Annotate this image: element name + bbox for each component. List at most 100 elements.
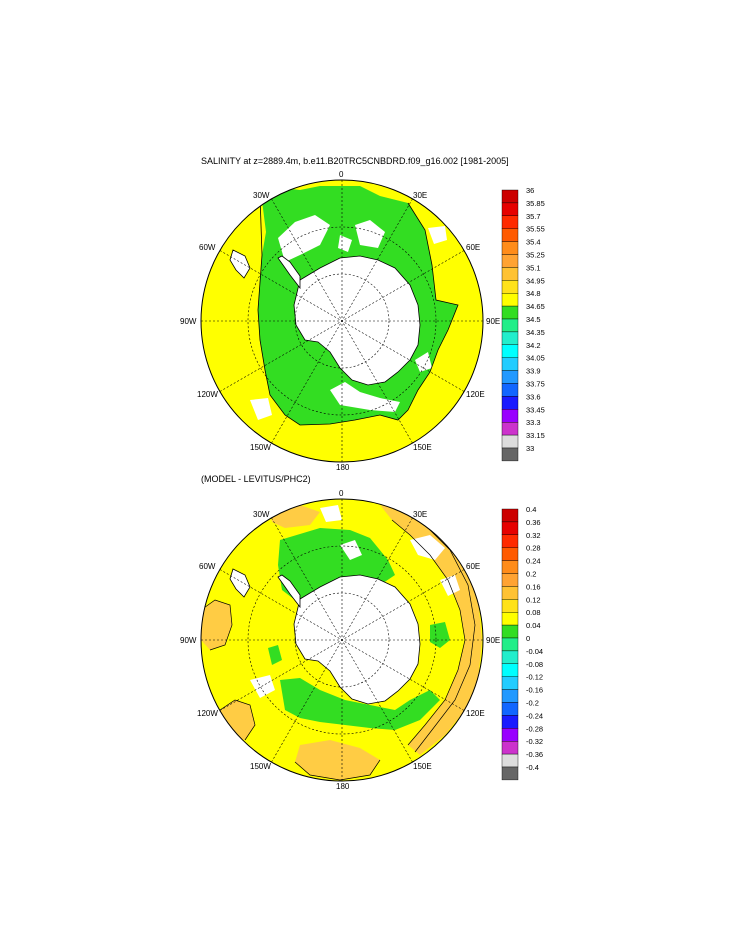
colorbar-swatch [501, 357, 519, 371]
lon-label: 120E [466, 709, 485, 718]
colorbar-swatch [501, 766, 519, 781]
lon-label: 30W [253, 191, 270, 200]
colorbar-swatch [501, 702, 519, 716]
lon-label: 60E [466, 243, 480, 252]
colorbar-swatch [501, 215, 519, 229]
colorbar-label: 33.3 [526, 418, 541, 427]
colorbar-label: -0.04 [526, 647, 543, 656]
colorbar-swatch [501, 753, 519, 768]
south-america-tip [229, 249, 251, 279]
colorbar-label: 0.24 [526, 557, 541, 566]
colorbar-label: -0.32 [526, 737, 543, 746]
lon-label: 60E [466, 562, 480, 571]
antarctica-landmass [293, 255, 421, 386]
colorbar-label: -0.36 [526, 750, 543, 759]
south-america-tip-2 [229, 568, 251, 598]
colorbar-swatch [501, 586, 519, 600]
lon-label: 180 [336, 782, 350, 791]
colorbar-swatch [501, 689, 519, 703]
colorbar-label: 0.4 [526, 505, 536, 514]
colorbar-swatch [501, 280, 519, 294]
colorbar-label: 33.15 [526, 431, 545, 440]
colorbar-swatch [501, 599, 519, 613]
colorbar-swatch [501, 267, 519, 281]
lon-label: 90W [180, 636, 197, 645]
colorbar-label: 34.95 [526, 276, 545, 285]
colorbar-label: -0.4 [526, 763, 539, 772]
colorbar-label: 35.1 [526, 263, 541, 272]
colorbar-swatch [501, 228, 519, 242]
colorbar-label: 34.65 [526, 302, 545, 311]
colorbar-swatch [501, 715, 519, 729]
colorbar-swatch [501, 447, 519, 462]
map2-frame [200, 498, 484, 782]
colorbar-swatch [501, 318, 519, 333]
colorbar-swatch [501, 728, 519, 742]
colorbar-label: 0.32 [526, 531, 541, 540]
colorbar-swatch [501, 573, 519, 587]
colorbar-swatch [501, 521, 519, 536]
colorbar-label: 34.2 [526, 341, 541, 350]
colorbar-difference: 0.4 0.36 0.32 0.28 0.24 0.2 0.16 0.12 0.08 0.04 0 -… [501, 505, 543, 781]
panel1-title: SALINITY at z=2889.4m, b.e11.B20TRC5CNBD… [201, 156, 509, 166]
colorbar-swatch [501, 508, 519, 523]
lon-label: 30W [253, 510, 270, 519]
lon-label: 30E [413, 510, 427, 519]
map2-longitude-labels: 0 30E 60E 90E 120E 150E 180 150W 120W 90… [180, 489, 500, 791]
colorbar-swatch [501, 547, 519, 561]
colorbar-swatch [501, 305, 519, 320]
colorbar-label: 35.55 [526, 225, 545, 234]
colorbar-label: 34.5 [526, 315, 541, 324]
lon-label: 60W [199, 562, 216, 571]
colorbar-label: -0.16 [526, 686, 543, 695]
colorbar-label: 33.45 [526, 405, 545, 414]
colorbar-label: 0.08 [526, 608, 541, 617]
lon-label: 150E [413, 443, 432, 452]
colorbar-swatch [501, 254, 519, 268]
colorbar-swatch [501, 396, 519, 410]
colorbar-swatch [501, 331, 519, 345]
colorbar-swatch [501, 370, 519, 384]
colorbar-swatch [501, 650, 519, 665]
colorbar-swatch [501, 189, 519, 204]
colorbar-swatch [501, 560, 519, 574]
colorbar-label: 0.2 [526, 570, 536, 579]
colorbar-swatch [501, 383, 519, 397]
lon-label: 120E [466, 390, 485, 399]
lon-label: 90W [180, 317, 197, 326]
colorbar-label: 34.35 [526, 328, 545, 337]
lon-label: 0 [339, 489, 344, 498]
colorbar-label: 35.25 [526, 251, 545, 260]
map2-gridlines [201, 499, 483, 781]
map1-gridlines [201, 180, 483, 462]
colorbar-label: 33 [526, 444, 534, 453]
lon-label: 120W [197, 390, 218, 399]
colorbar-label: 35.4 [526, 238, 541, 247]
colorbar-label: 36 [526, 186, 534, 195]
lon-label: 90E [486, 636, 500, 645]
colorbar-swatch [501, 663, 519, 677]
colorbar-label: 34.8 [526, 289, 541, 298]
colorbar-label: 33.6 [526, 392, 541, 401]
map1-frame [200, 179, 484, 463]
colorbar-label: 0 [526, 634, 530, 643]
colorbar-swatch [501, 612, 519, 626]
colorbar-swatch [501, 344, 519, 358]
colorbar-label: 0.16 [526, 582, 541, 591]
colorbar-label: -0.12 [526, 673, 543, 682]
lon-label: 90E [486, 317, 500, 326]
antarctica-landmass-2 [293, 574, 421, 705]
colorbar-swatch [501, 434, 519, 449]
colorbar-swatch [501, 241, 519, 255]
colorbar-label: 34.05 [526, 354, 545, 363]
colorbar-label: 33.9 [526, 367, 541, 376]
colorbar-label: 35.7 [526, 212, 541, 221]
lon-label: 150E [413, 762, 432, 771]
panel2-title: (MODEL - LEVITUS/PHC2) [201, 474, 311, 484]
colorbar-swatch [501, 534, 519, 548]
orange-region-east [380, 505, 482, 755]
colorbar-swatch [501, 409, 519, 423]
colorbar-swatch [501, 741, 519, 755]
lon-label: 0 [339, 170, 344, 179]
